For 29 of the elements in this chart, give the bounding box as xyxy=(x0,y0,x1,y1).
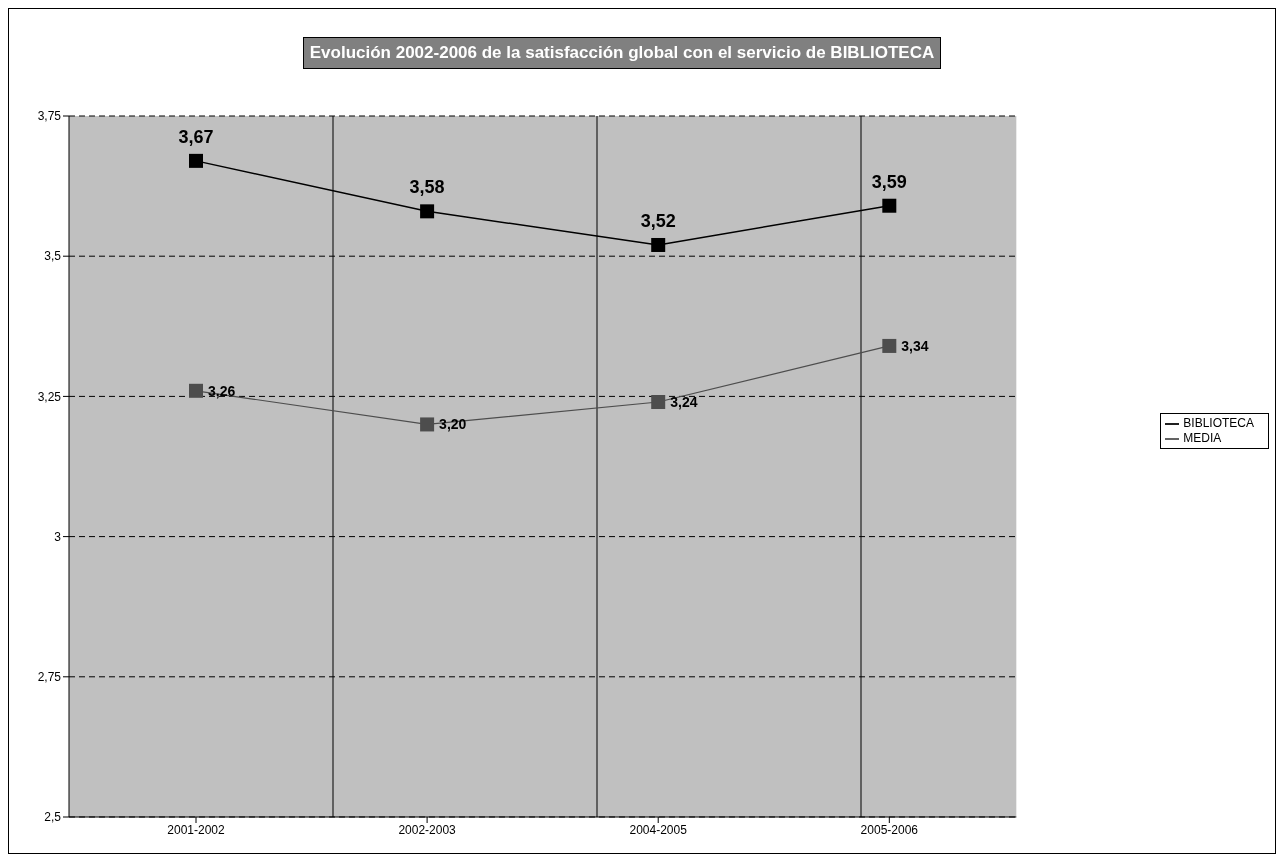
point xyxy=(882,198,897,213)
data-label: 3,26 xyxy=(208,382,236,399)
y-tick-label: 2,5 xyxy=(44,810,62,825)
y-tick-label: 3,25 xyxy=(37,389,62,404)
legend-label: MEDIA xyxy=(1183,431,1222,445)
point xyxy=(420,417,435,432)
y-tick-label: 2,75 xyxy=(37,670,62,685)
x-tick-label: 2002-2003 xyxy=(398,822,457,837)
x-tick-label: 2004-2005 xyxy=(629,822,688,837)
point xyxy=(882,338,897,353)
point xyxy=(420,204,435,219)
data-label: 3,34 xyxy=(901,337,929,354)
data-label: 3,59 xyxy=(871,171,907,192)
data-label: 3,67 xyxy=(178,126,214,147)
y-tick-label: 3,5 xyxy=(44,249,62,264)
point xyxy=(189,383,203,398)
x-tick-label: 2005-2006 xyxy=(860,822,919,837)
point xyxy=(651,395,666,410)
data-label: 3,58 xyxy=(409,177,445,198)
data-label: 3,52 xyxy=(640,210,676,231)
y-tick-label: 3,75 xyxy=(37,109,62,124)
x-tick-label: 2001-2002 xyxy=(167,822,226,837)
data-label: 3,20 xyxy=(439,416,467,433)
chart-title: Evolución 2002-2006 de la satisfacción global con el servicio de BIBLIOTECA xyxy=(302,37,942,69)
y-tick-label: 3 xyxy=(54,529,62,544)
point xyxy=(189,153,203,168)
point xyxy=(651,237,666,252)
legend-label: BIBLIOTECA xyxy=(1183,416,1254,431)
data-label: 3,24 xyxy=(670,394,698,411)
